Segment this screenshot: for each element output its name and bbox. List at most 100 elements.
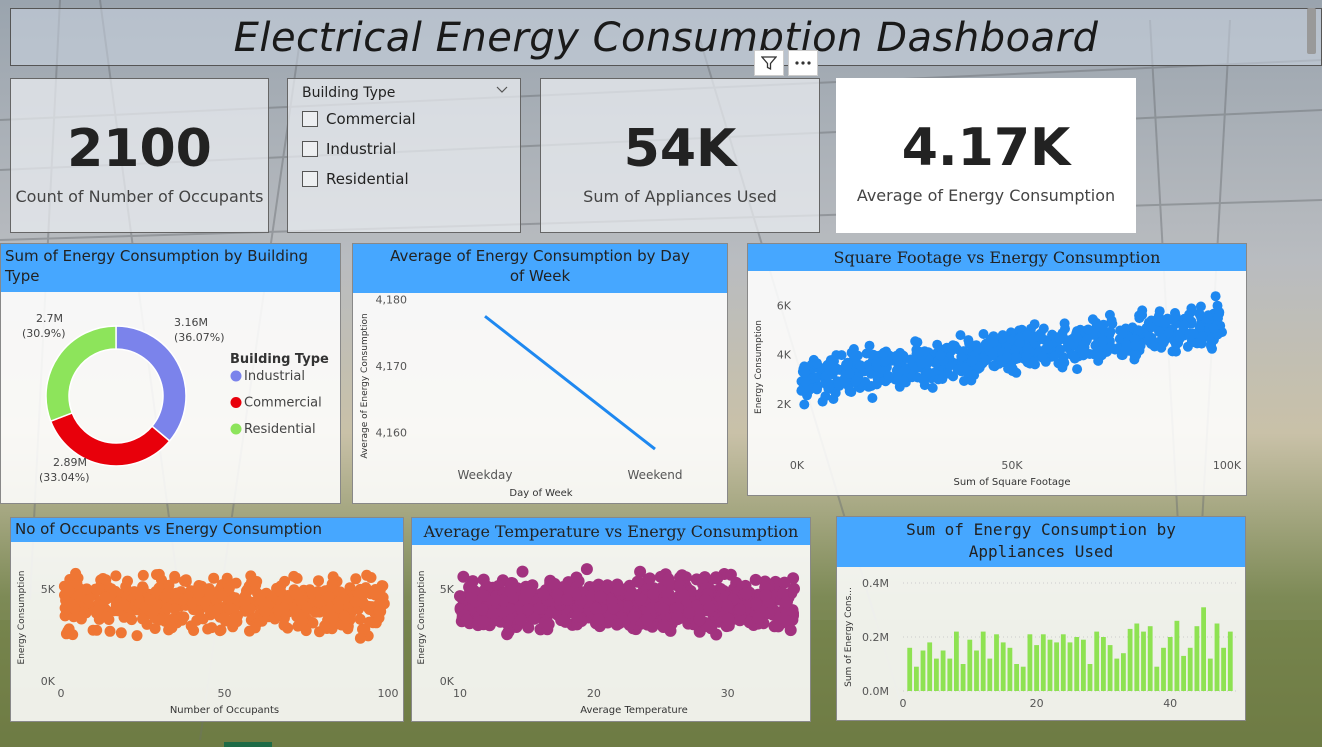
bar bbox=[1174, 620, 1180, 691]
x-axis-label: Day of Week bbox=[509, 488, 572, 499]
scatter-point bbox=[1175, 333, 1185, 344]
y-tick-label: 5K bbox=[440, 583, 455, 596]
kpi-label: Count of Number of Occupants bbox=[15, 187, 264, 206]
bar bbox=[1221, 647, 1226, 691]
scatter-temperature-card[interactable]: Average Temperature vs Energy Consumptio… bbox=[411, 517, 811, 722]
checkbox[interactable] bbox=[302, 171, 318, 187]
scatter-point bbox=[677, 589, 690, 601]
bar bbox=[1141, 631, 1146, 691]
line-chart: 4,160 4,170 4,180 Weekday Weekend Day of Week… bbox=[360, 294, 683, 499]
kpi-card-appliances[interactable]: 54K Sum of Appliances Used bbox=[540, 78, 820, 233]
scatter-point bbox=[457, 570, 470, 583]
slicer-option-industrial[interactable]: Industrial bbox=[302, 140, 396, 158]
scatter-point bbox=[1154, 306, 1165, 317]
scatter-point bbox=[861, 348, 872, 359]
scatter-point bbox=[147, 606, 159, 618]
scatter-point bbox=[623, 579, 636, 592]
bar bbox=[1074, 637, 1080, 691]
kpi-card-occupants[interactable]: 2100 Count of Number of Occupants bbox=[10, 78, 269, 233]
legend-item: Commercial bbox=[244, 396, 322, 411]
x-tick-label: 50 bbox=[218, 687, 232, 700]
checkbox[interactable] bbox=[302, 141, 318, 157]
y-axis-label: Energy Consumption bbox=[417, 571, 427, 665]
scatter-point bbox=[497, 605, 510, 618]
scatter-point bbox=[871, 357, 882, 368]
scatter-point bbox=[988, 360, 999, 371]
scatter-point bbox=[972, 343, 983, 354]
slicer-option-label: Residential bbox=[326, 170, 409, 188]
scatter-point bbox=[1179, 320, 1190, 331]
scatter-point bbox=[724, 568, 737, 581]
kpi-value: 4.17K bbox=[901, 118, 1071, 178]
donut-data-label: 2.7M bbox=[36, 312, 63, 325]
y-tick-label: 5K bbox=[41, 583, 56, 596]
dashboard-title-bar: Electrical Energy Consumption Dashboard bbox=[10, 8, 1322, 66]
scatter-point bbox=[912, 337, 923, 348]
kpi-value: 2100 bbox=[67, 119, 212, 179]
filter-icon[interactable] bbox=[754, 50, 784, 76]
scatter-point bbox=[1098, 335, 1108, 346]
x-tick-label: 0K bbox=[790, 459, 805, 472]
slicer-option-residential[interactable]: Residential bbox=[302, 170, 409, 188]
scatter-point bbox=[169, 572, 181, 584]
line-chart-card[interactable]: Average of Energy Consumption by Day of … bbox=[352, 243, 728, 504]
scatter-point bbox=[1104, 309, 1115, 320]
scatter-point bbox=[850, 376, 861, 387]
scrollbar-thumb[interactable] bbox=[1307, 8, 1316, 54]
scatter-point bbox=[1154, 316, 1165, 327]
scatter-point bbox=[87, 624, 99, 636]
scatter-point bbox=[759, 589, 772, 602]
x-axis-label: Sum of Square Footage bbox=[954, 477, 1071, 488]
scatter-point bbox=[466, 575, 479, 588]
scatter-point bbox=[1156, 342, 1167, 353]
bar bbox=[1121, 653, 1126, 691]
scatter-point bbox=[297, 615, 309, 627]
y-tick-label: 0.0M bbox=[862, 685, 889, 698]
bar bbox=[1187, 647, 1193, 691]
bar bbox=[1127, 628, 1133, 691]
kpi-card-energy[interactable]: 4.17K Average of Energy Consumption bbox=[836, 78, 1136, 233]
scatter-sqft-card[interactable]: Square Footage vs Energy Consumption 0K 5… bbox=[747, 243, 1247, 496]
scatter-point bbox=[1083, 324, 1094, 335]
scatter-point bbox=[703, 601, 716, 614]
x-tick-label: Weekday bbox=[458, 468, 513, 482]
slicer-option-commercial[interactable]: Commercial bbox=[302, 110, 416, 128]
scatter-point bbox=[981, 355, 991, 366]
scatter-point bbox=[780, 596, 793, 609]
x-tick-label: 20 bbox=[1030, 697, 1044, 710]
scatter-point bbox=[848, 344, 859, 354]
scatter-point bbox=[1098, 319, 1109, 330]
bar bbox=[967, 639, 973, 691]
scatter-point bbox=[1206, 341, 1216, 352]
y-axis-label: Energy Consumption bbox=[754, 320, 764, 414]
chevron-down-icon[interactable] bbox=[496, 83, 508, 97]
scatter-point bbox=[272, 604, 284, 616]
scatter-point bbox=[1143, 335, 1154, 346]
scatter-point bbox=[1049, 351, 1060, 362]
scatter-point bbox=[842, 360, 853, 371]
scatter-point bbox=[1210, 291, 1221, 302]
page-tab-indicator[interactable] bbox=[224, 742, 272, 747]
scatter-point bbox=[880, 356, 890, 367]
scatter-point bbox=[221, 572, 233, 584]
scatter-point bbox=[477, 616, 490, 628]
legend-marker bbox=[230, 423, 242, 435]
scatter-point bbox=[749, 597, 762, 610]
scatter-point bbox=[844, 368, 855, 379]
scatter-sqft-chart: 0K 50K 100K 2K 4K 6K Sum of Square Footage Ener… bbox=[754, 291, 1242, 488]
donut-chart-card[interactable]: Sum of Energy Consumption by Building Ty… bbox=[0, 243, 341, 504]
donut-data-label-pct: (30.9%) bbox=[22, 327, 66, 340]
scatter-point bbox=[338, 610, 350, 622]
scatter-point bbox=[228, 612, 240, 624]
scatter-point bbox=[153, 568, 165, 580]
scatter-point bbox=[301, 602, 313, 614]
scatter-point bbox=[137, 569, 149, 581]
more-options-icon[interactable] bbox=[788, 50, 818, 76]
scatter-point bbox=[115, 627, 127, 639]
scatter-point bbox=[918, 374, 929, 385]
bar-chart-card[interactable]: Sum of Energy Consumption by Appliances … bbox=[836, 516, 1246, 721]
x-tick-label: 50K bbox=[1001, 459, 1023, 472]
scatter-point bbox=[149, 623, 161, 634]
checkbox[interactable] bbox=[302, 111, 318, 127]
scatter-occupants-card[interactable]: No of Occupants vs Energy Consumption 0 5… bbox=[10, 517, 404, 722]
